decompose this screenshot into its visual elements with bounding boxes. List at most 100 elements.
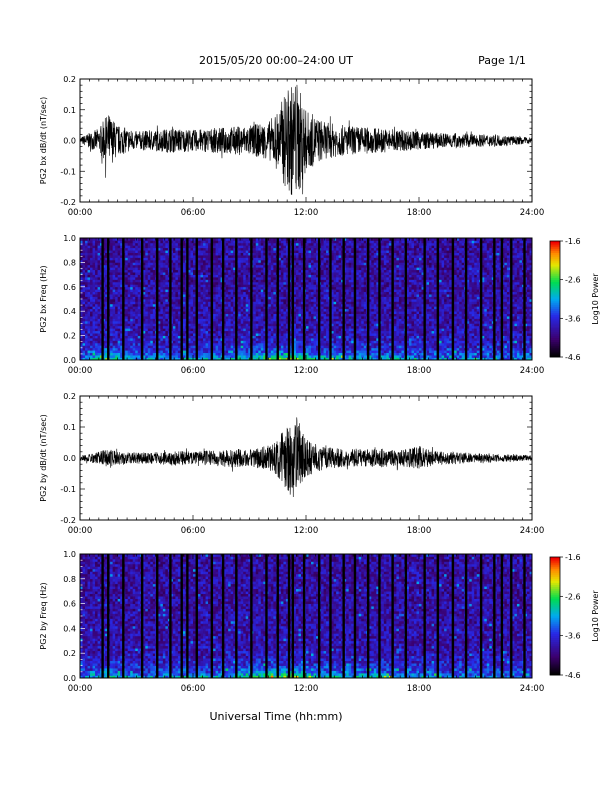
data-gap-column xyxy=(221,554,225,678)
data-gap-column xyxy=(451,238,455,360)
data-gap-column xyxy=(436,554,440,678)
data-gap-column xyxy=(479,238,483,360)
data-gap-column xyxy=(287,238,291,360)
data-gap-column xyxy=(423,554,426,678)
data-gap-column xyxy=(493,238,496,360)
y-tick-label: 0.8 xyxy=(63,575,76,584)
colorbar-title: Log10 Power xyxy=(591,273,600,325)
spectrogram-panel: 1.0 0.8 0.6 0.4 0.2 0.0 -1.6 -2.6 -3.6 -4.6 Log10 … xyxy=(63,550,600,683)
spectrogram-cells xyxy=(80,554,533,679)
y-tick-label: 0.0 xyxy=(63,356,76,365)
data-gap-column xyxy=(180,554,183,678)
y-tick-label: 1.0 xyxy=(63,234,76,243)
y-tick-label: 0.8 xyxy=(63,258,76,267)
data-gap-column xyxy=(479,554,483,678)
data-gap-column xyxy=(250,238,253,360)
x-tick-label: 12:00 xyxy=(294,526,319,536)
x-tick-label: 06:00 xyxy=(181,208,206,218)
data-gap-column xyxy=(107,238,110,360)
data-gap-column xyxy=(317,238,321,360)
colorbar-frame xyxy=(549,240,561,358)
x-tick-label: 00:00 xyxy=(68,526,93,536)
x-tick-label: 18:00 xyxy=(407,208,432,218)
data-gap-column xyxy=(404,238,408,360)
series-line xyxy=(79,417,533,497)
x-axis-ticks xyxy=(79,79,533,202)
panels: 0.20.10.0-0.1-0.200:00 06:00 12:00 18:00 24:… xyxy=(39,75,600,694)
colorbar-tick-label: -1.6 xyxy=(565,553,581,562)
data-gap-column xyxy=(265,554,268,678)
data-gap-column xyxy=(291,554,295,678)
y-tick-label: 0.6 xyxy=(63,283,76,292)
data-gap-column xyxy=(140,238,144,360)
x-tick-label: 18:00 xyxy=(407,526,432,536)
data-gap-column xyxy=(404,554,408,678)
data-gap-column xyxy=(291,238,295,360)
data-gap-column xyxy=(500,238,504,360)
colorbar-frame xyxy=(549,556,561,676)
data-gap-column xyxy=(510,238,513,360)
data-gap-column xyxy=(329,554,332,678)
x-axis-ticks xyxy=(79,396,533,520)
data-gap-column xyxy=(391,238,394,360)
colorbar-title: Log10 Power xyxy=(591,590,600,642)
figure-title: 2015/05/20 00:00–24:00 UT xyxy=(199,54,353,67)
time-series-panel: 0.2 0.1 0.0 -0.1 -0.2 xyxy=(60,75,533,207)
y-tick-label: 0.2 xyxy=(63,75,76,84)
x-axis-title: Universal Time (hh:mm) xyxy=(210,710,343,723)
x-tick-label: 24:00 xyxy=(520,208,545,218)
data-gap-column xyxy=(156,554,159,678)
x-tick-label: 00:00 xyxy=(68,684,93,694)
x-tick-label: 00:00 xyxy=(68,208,93,218)
spectrogram-cells xyxy=(80,238,533,361)
data-gap-column xyxy=(342,554,345,678)
time-series-panel: 0.2 0.1 0.0 -0.1 -0.2 xyxy=(60,392,533,525)
data-gap-column xyxy=(156,238,159,360)
y-tick-label: -0.2 xyxy=(60,198,76,207)
data-gap-column xyxy=(366,238,370,360)
data-gap-column xyxy=(276,554,279,678)
y-tick-label: 0.0 xyxy=(63,454,76,463)
data-gap-column xyxy=(195,554,198,678)
x-axis-ticks xyxy=(79,238,533,360)
data-gap-column xyxy=(169,238,172,360)
data-gap-column xyxy=(101,238,104,360)
y-tick-label: 0.4 xyxy=(63,624,76,633)
x-tick-label: 06:00 xyxy=(181,526,206,536)
data-gap-column xyxy=(101,554,104,678)
data-gap-column xyxy=(210,238,214,360)
y-axis-title: PG2 by dB/dt (nT/sec) xyxy=(39,414,48,501)
x-tick-label: 12:00 xyxy=(294,684,319,694)
data-gap-column xyxy=(353,554,357,678)
data-gap-columns xyxy=(101,554,526,678)
data-gap-column xyxy=(186,554,189,678)
y-tick-label: 0.2 xyxy=(63,332,76,341)
x-tick-label: 18:00 xyxy=(407,684,432,694)
data-gap-column xyxy=(500,554,504,678)
data-gap-column xyxy=(180,238,183,360)
data-gap-column xyxy=(378,554,381,678)
data-gap-column xyxy=(342,238,345,360)
data-gap-column xyxy=(523,554,526,678)
data-gap-column xyxy=(493,554,496,678)
y-tick-label: 0.2 xyxy=(63,649,76,658)
data-gap-column xyxy=(122,554,125,678)
data-gap-column xyxy=(235,238,238,360)
colorbar-tick-label: -1.6 xyxy=(565,237,581,246)
data-gap-column xyxy=(302,554,306,678)
data-gap-column xyxy=(451,554,455,678)
data-gap-column xyxy=(329,238,332,360)
colorbar-tick-label: -2.6 xyxy=(565,592,581,601)
x-axis-ticks xyxy=(79,554,533,678)
data-gap-column xyxy=(195,238,198,360)
data-gap-column xyxy=(510,554,513,678)
y-tick-label: 0.2 xyxy=(63,392,76,401)
y-tick-label: 0.4 xyxy=(63,307,76,316)
data-gap-column xyxy=(210,554,214,678)
x-tick-label: 12:00 xyxy=(294,366,319,376)
data-gap-column xyxy=(221,238,225,360)
y-tick-label: 0.6 xyxy=(63,600,76,609)
data-gap-column xyxy=(250,554,253,678)
x-tick-label: 12:00 xyxy=(294,208,319,218)
y-tick-label: -0.2 xyxy=(60,516,76,525)
